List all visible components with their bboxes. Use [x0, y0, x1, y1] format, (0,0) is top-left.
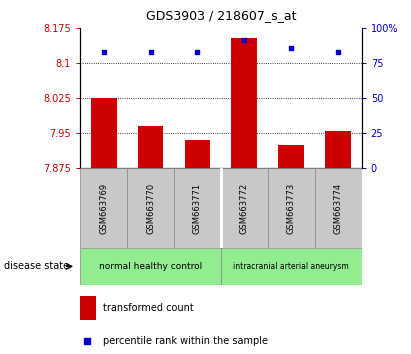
Text: GDS3903 / 218607_s_at: GDS3903 / 218607_s_at: [145, 9, 296, 22]
Bar: [185, 140, 210, 168]
Bar: [231, 38, 257, 168]
Bar: [278, 145, 304, 168]
Text: transformed count: transformed count: [103, 303, 194, 313]
Bar: [174, 168, 221, 248]
Bar: [221, 168, 268, 248]
Point: [84, 338, 90, 344]
Bar: [315, 168, 362, 248]
Bar: [138, 126, 164, 168]
Bar: [268, 168, 315, 248]
Point: [194, 49, 201, 55]
Text: normal healthy control: normal healthy control: [99, 262, 202, 271]
Bar: [80, 248, 221, 285]
Point: [100, 49, 107, 55]
Text: GSM663774: GSM663774: [334, 182, 343, 234]
Text: disease state: disease state: [4, 261, 69, 272]
Bar: [127, 168, 174, 248]
Bar: [80, 168, 127, 248]
Bar: [326, 131, 351, 168]
Point: [241, 37, 248, 42]
Bar: [80, 296, 96, 320]
Text: GSM663770: GSM663770: [146, 182, 155, 234]
Text: GSM663773: GSM663773: [287, 182, 296, 234]
Bar: [91, 98, 116, 168]
Point: [335, 49, 342, 55]
Point: [288, 45, 295, 51]
Text: GSM663772: GSM663772: [240, 182, 249, 234]
Text: GSM663769: GSM663769: [99, 182, 108, 234]
Bar: [221, 248, 362, 285]
Text: GSM663771: GSM663771: [193, 182, 202, 234]
Text: percentile rank within the sample: percentile rank within the sample: [103, 336, 268, 346]
Point: [147, 49, 154, 55]
Text: intracranial arterial aneurysm: intracranial arterial aneurysm: [233, 262, 349, 271]
